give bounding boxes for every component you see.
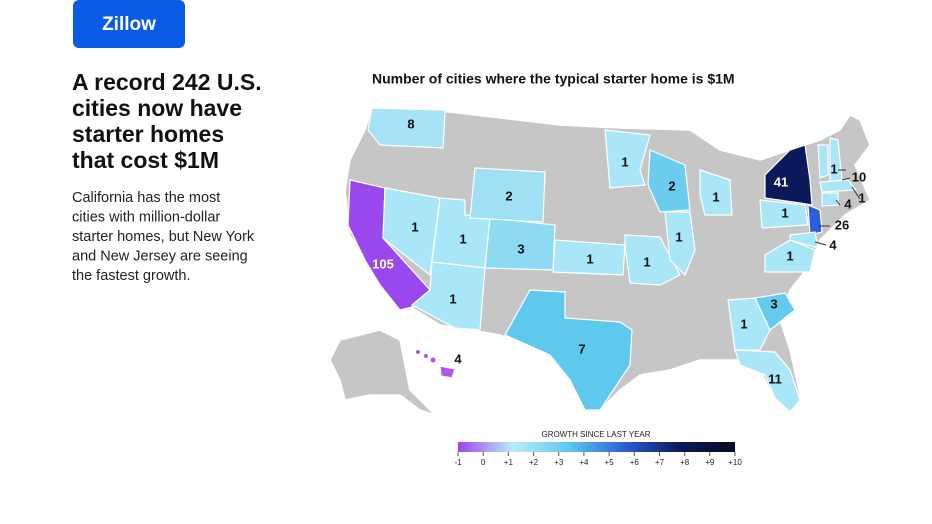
state — [624, 234, 681, 286]
state-label: 26 — [835, 217, 849, 232]
legend-tick-label: +10 — [728, 458, 742, 467]
island — [424, 354, 428, 358]
legend-bar — [458, 442, 735, 452]
state — [821, 192, 839, 207]
legend-tick-label: +4 — [579, 458, 589, 467]
legend-tick-label: +6 — [630, 458, 640, 467]
state-label: 1 — [786, 248, 793, 263]
state-label: 1 — [449, 291, 456, 306]
description: starter homes, but New York — [72, 229, 255, 245]
headline: starter homes — [72, 121, 224, 147]
state-label: 1 — [675, 229, 682, 244]
logo: Zillow — [102, 14, 156, 35]
description: and New Jersey are seeing — [72, 248, 248, 264]
legend-tick-label: +7 — [655, 458, 665, 467]
legend-tick-label: +9 — [705, 458, 715, 467]
legend-title: GROWTH SINCE LAST YEAR — [541, 430, 650, 439]
description: California has the most — [72, 190, 220, 206]
description: cities with million-dollar — [72, 209, 220, 225]
state — [647, 149, 691, 213]
headline: cities now have — [72, 95, 242, 121]
state — [604, 129, 651, 189]
state-label: 7 — [578, 341, 585, 356]
legend-tick-label: +5 — [605, 458, 615, 467]
left-text: A record 242 U.S.cities now havestarter … — [72, 69, 262, 284]
state-label: 4 — [829, 237, 837, 252]
state-label: 4 — [454, 351, 462, 366]
state-label: 8 — [407, 116, 414, 131]
state-label: 1 — [712, 189, 719, 204]
leaders — [814, 169, 861, 246]
state-label: 1 — [459, 231, 466, 246]
state — [439, 365, 456, 379]
leader — [841, 177, 851, 181]
legend-tick-label: +1 — [504, 458, 514, 467]
state — [504, 289, 633, 411]
state-label: 2 — [668, 178, 675, 193]
island — [416, 350, 420, 354]
state — [764, 239, 816, 273]
state-label: 1 — [858, 190, 865, 205]
legend-tick-label: 0 — [481, 458, 486, 467]
state — [367, 107, 446, 149]
state — [382, 187, 441, 277]
island — [430, 357, 436, 363]
state-label: 1 — [586, 251, 593, 266]
state-label: 41 — [774, 174, 788, 189]
state — [664, 211, 696, 277]
state — [734, 349, 801, 413]
state-label: 2 — [505, 188, 512, 203]
state — [699, 169, 733, 216]
state-label: 4 — [844, 196, 852, 211]
legend-tick-label: +8 — [680, 458, 690, 467]
state-label: 1 — [830, 161, 837, 176]
state — [789, 231, 819, 249]
state — [552, 239, 626, 276]
state — [819, 179, 858, 193]
state — [764, 144, 813, 206]
state — [759, 199, 809, 229]
alaska-base — [329, 329, 436, 416]
state-label: 3 — [517, 241, 524, 256]
state-label: 1 — [781, 205, 788, 220]
legend-ticks: -1 0 +1 +2 +3 +4 +5 +6 +7 +8 +9 +10 — [454, 452, 742, 467]
map-title: Number of cities where the typical start… — [372, 71, 735, 87]
state — [754, 292, 796, 331]
legend-tick-label: +2 — [529, 458, 539, 467]
states — [347, 107, 858, 413]
state-label: 1 — [411, 219, 418, 234]
description: the fastest growth. — [72, 268, 190, 284]
state-label: 10 — [852, 169, 866, 184]
leader — [835, 199, 841, 206]
leader — [851, 186, 861, 200]
legend-tick-label: -1 — [454, 458, 462, 467]
legend-tick-label: +3 — [554, 458, 564, 467]
leader — [814, 241, 827, 246]
state-label: 105 — [372, 256, 394, 271]
logo-box — [73, 0, 185, 48]
state — [727, 297, 771, 351]
state — [469, 167, 546, 223]
state-label: 11 — [768, 371, 782, 386]
state-label: 1 — [740, 316, 747, 331]
state-label: 1 — [643, 254, 650, 269]
state — [807, 204, 823, 236]
state-label: 3 — [770, 296, 777, 311]
headline: A record 242 U.S. — [72, 69, 262, 95]
state — [817, 144, 829, 179]
headline: that cost $1M — [72, 147, 219, 173]
state-label: 1 — [621, 154, 628, 169]
